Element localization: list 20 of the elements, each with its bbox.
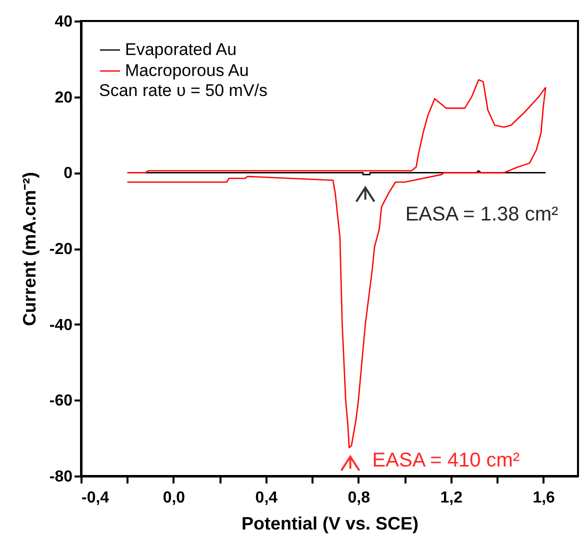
x-tick-label: 1,2 xyxy=(440,490,463,506)
x-axis-title: Potential (V vs. SCE) xyxy=(241,514,419,534)
y-tick-label: 0 xyxy=(64,165,73,182)
x-tick-label: 0,4 xyxy=(255,490,278,506)
y-tick-label: -60 xyxy=(49,392,73,410)
x-tick-label: 0,8 xyxy=(348,490,370,506)
y-tick-label: 40 xyxy=(54,14,73,30)
annotation: EASA = 1.38 cm² xyxy=(405,204,559,226)
legend-label: Evaporated Au xyxy=(125,40,237,59)
x-tick-label: 1,6 xyxy=(532,490,556,506)
annotation: EASA = 410 cm² xyxy=(372,450,520,472)
legend-label: Macroporous Au xyxy=(125,61,249,80)
x-tick-label: -0,4 xyxy=(82,490,110,506)
y-tick-label: -20 xyxy=(49,241,73,258)
y-axis-title: Current (mA.cm⁻²) xyxy=(19,172,40,326)
x-tick-label: 0,0 xyxy=(162,490,186,506)
y-tick-label: -80 xyxy=(49,468,73,486)
y-tick-label: 20 xyxy=(54,89,73,106)
annotation: Scan rate υ = 50 mV/s xyxy=(99,81,268,100)
y-tick-label: -40 xyxy=(49,316,73,334)
